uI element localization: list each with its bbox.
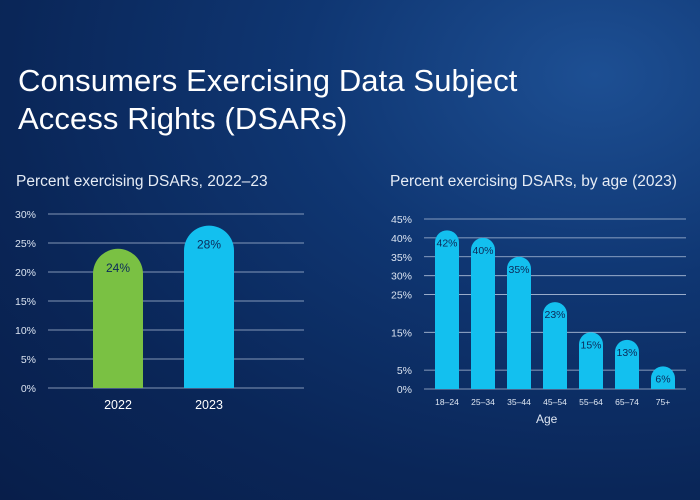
y-tick-label: 10% (15, 325, 36, 337)
bar-2023 (184, 225, 234, 388)
data-label: 13% (616, 347, 637, 359)
y-tick-label: 30% (391, 271, 412, 283)
y-tick-label: 0% (397, 384, 412, 396)
bar-age-2 (507, 256, 531, 389)
data-label: 24% (106, 261, 130, 275)
y-tick-label: 5% (397, 365, 412, 377)
bar-age-1 (471, 237, 495, 389)
data-label: 35% (508, 264, 529, 276)
x-tick-label: 75+ (656, 397, 670, 407)
bar-age-6 (651, 366, 675, 389)
x-tick-label: 18–24 (435, 397, 459, 407)
data-label: 15% (580, 339, 601, 351)
y-tick-label: 25% (391, 290, 412, 302)
bar-age-0 (435, 230, 459, 389)
y-tick-label: 30% (15, 209, 36, 221)
y-tick-label: 15% (15, 296, 36, 308)
chart-2-title: Percent exercising DSARs, by age (2023) (390, 173, 677, 190)
y-tick-label: 15% (391, 327, 412, 339)
x-tick-label: 2023 (195, 398, 223, 412)
y-tick-label: 0% (21, 383, 36, 395)
bar-age-5 (615, 339, 639, 389)
x-tick-label: 55–64 (579, 397, 603, 407)
data-label: 23% (544, 309, 565, 321)
x-tick-label: 2022 (104, 398, 132, 412)
x-tick-label: 35–44 (507, 397, 531, 407)
chart-1-title: Percent exercising DSARs, 2022–23 (16, 173, 268, 190)
bar-2022 (93, 248, 143, 388)
y-tick-label: 20% (15, 267, 36, 279)
page-title: Consumers Exercising Data Subject Access… (18, 63, 518, 136)
x-tick-label: 65–74 (615, 397, 639, 407)
data-label: 42% (436, 237, 457, 249)
bar-age-4 (579, 332, 603, 389)
x-tick-label: 45–54 (543, 397, 567, 407)
y-tick-label: 45% (391, 214, 412, 226)
y-tick-label: 5% (21, 354, 36, 366)
y-tick-label: 40% (391, 233, 412, 245)
data-label: 28% (197, 238, 221, 252)
x-tick-label: 25–34 (471, 397, 495, 407)
bar-age-3 (543, 302, 567, 389)
data-label: 40% (472, 245, 493, 257)
data-label: 6% (655, 373, 670, 385)
y-tick-label: 25% (15, 238, 36, 250)
y-tick-label: 35% (391, 252, 412, 264)
x-axis-label-age: Age (536, 412, 558, 426)
